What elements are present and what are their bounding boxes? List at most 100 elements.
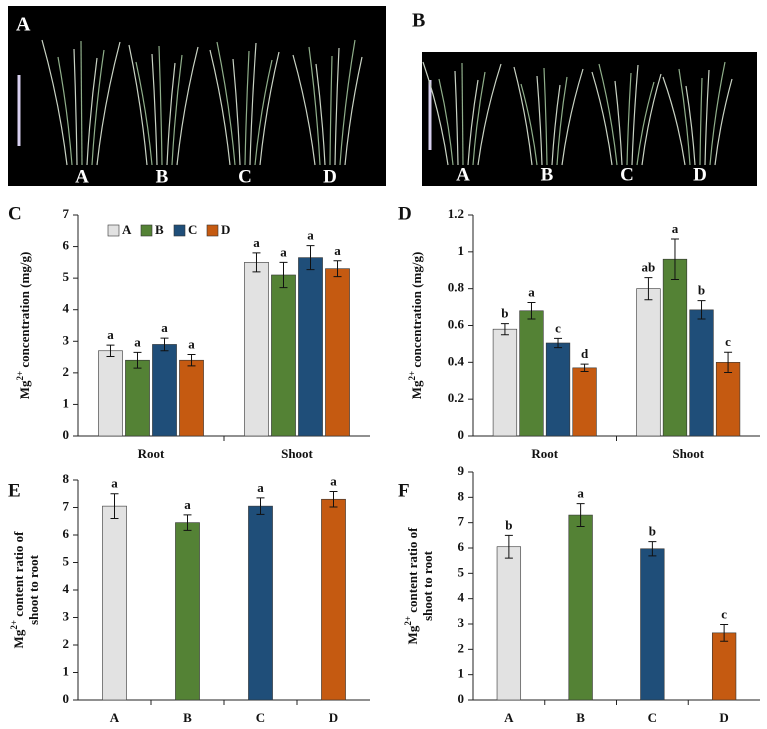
leaf: [685, 85, 696, 166]
leaf: [254, 59, 273, 166]
leaf: [80, 40, 83, 166]
superscript: 2+: [407, 371, 417, 381]
plant-label: C: [238, 166, 252, 187]
bar: [248, 505, 273, 701]
y-tick-label: 4: [458, 590, 465, 605]
x-tick-label: A: [110, 710, 120, 725]
significance-letter: a: [257, 480, 264, 495]
leaf: [678, 68, 691, 166]
label-text: content ratio of: [405, 527, 420, 616]
label-text: concentration (mg/g): [409, 252, 424, 371]
y-tick-label: 6: [63, 526, 70, 541]
y-tick-label: 7: [63, 498, 70, 513]
bar: [568, 514, 593, 701]
leaf: [292, 54, 316, 166]
significance-letter: a: [528, 284, 535, 299]
leaf: [614, 80, 623, 166]
x-tick-label: D: [329, 710, 338, 725]
y-axis-label: Mg2+ content ratio of: [9, 531, 26, 649]
y-axis-label: Mg2+ concentration (mg/g): [15, 252, 32, 400]
leaf: [714, 78, 733, 166]
y-tick-label: 7: [458, 514, 465, 529]
leaf: [636, 81, 655, 166]
y-tick-label: 2: [63, 364, 70, 379]
leaf: [536, 75, 543, 166]
legend-swatch: [140, 224, 153, 237]
significance-letter: a: [134, 334, 141, 349]
y-tick-label: 2: [63, 636, 70, 651]
leaf: [315, 63, 326, 166]
leaf: [556, 76, 568, 166]
bar: [271, 274, 296, 437]
error-bar: [256, 497, 265, 515]
leaf: [334, 47, 340, 166]
label-text: shoot to root: [26, 554, 41, 624]
bar: [98, 350, 123, 437]
error-bar: [648, 541, 657, 557]
leaf: [171, 54, 183, 166]
significance-letter: a: [330, 474, 337, 489]
bar: [244, 262, 269, 437]
plant-label: A: [456, 164, 470, 185]
significance-letter: a: [107, 327, 114, 342]
error-bar: [724, 351, 733, 373]
y-tick-label: 8: [63, 471, 70, 486]
leaf: [461, 62, 464, 166]
leaf: [344, 56, 363, 166]
leaf: [91, 49, 105, 166]
y-axis-label: Mg2+ concentration (mg/g): [407, 252, 424, 400]
error-bar: [306, 245, 315, 271]
superscript: 2+: [403, 616, 413, 626]
bar: [175, 522, 200, 701]
significance-letter: a: [334, 243, 341, 258]
y-tick-label: 1: [458, 666, 465, 681]
bar: [325, 268, 350, 437]
y-tick-label: 4: [63, 301, 70, 316]
error-bar: [329, 491, 338, 508]
leaf: [631, 64, 639, 166]
x-tick-label: B: [576, 710, 585, 725]
error-bar: [160, 337, 169, 352]
bar: [711, 632, 737, 701]
significance-letter: a: [253, 235, 260, 250]
y-tick-label: 0.6: [448, 316, 465, 331]
significance-letter: a: [577, 486, 584, 501]
error-bar: [554, 337, 563, 349]
y-tick-label: 0: [458, 691, 465, 706]
leaf: [598, 63, 618, 166]
superscript: 2+: [9, 620, 19, 630]
plant-label: B: [156, 166, 169, 187]
legend-label: C: [188, 222, 197, 237]
y-tick-label: 5: [458, 564, 465, 579]
leaf: [151, 53, 158, 166]
y-tick-label: 1: [63, 395, 70, 410]
significance-letter: b: [698, 283, 705, 298]
x-tick-label: Root: [138, 446, 165, 461]
error-bar: [333, 260, 342, 278]
significance-letter: b: [501, 306, 508, 321]
label-text: Mg: [409, 380, 424, 399]
bar: [572, 367, 597, 437]
leaf: [176, 46, 199, 166]
y-axis-label: shoot to root: [420, 550, 435, 620]
bar: [640, 548, 665, 701]
leaf: [216, 41, 236, 166]
bar: [715, 362, 741, 437]
significance-letter: a: [184, 497, 191, 512]
leaf: [454, 70, 459, 166]
x-tick-label: B: [183, 710, 192, 725]
panel-label: E: [8, 480, 21, 501]
y-tick-label: 0: [63, 691, 70, 706]
leaf: [57, 56, 73, 166]
bar: [102, 505, 127, 701]
error-bar: [133, 351, 142, 369]
significance-letter: a: [672, 221, 679, 236]
leaf: [329, 55, 333, 166]
label-text: Mg: [11, 629, 26, 648]
leaf: [709, 61, 726, 166]
y-tick-label: 4: [63, 581, 70, 596]
bar: [179, 359, 204, 437]
plant-label: A: [75, 166, 89, 187]
y-tick-label: 1: [63, 663, 70, 678]
